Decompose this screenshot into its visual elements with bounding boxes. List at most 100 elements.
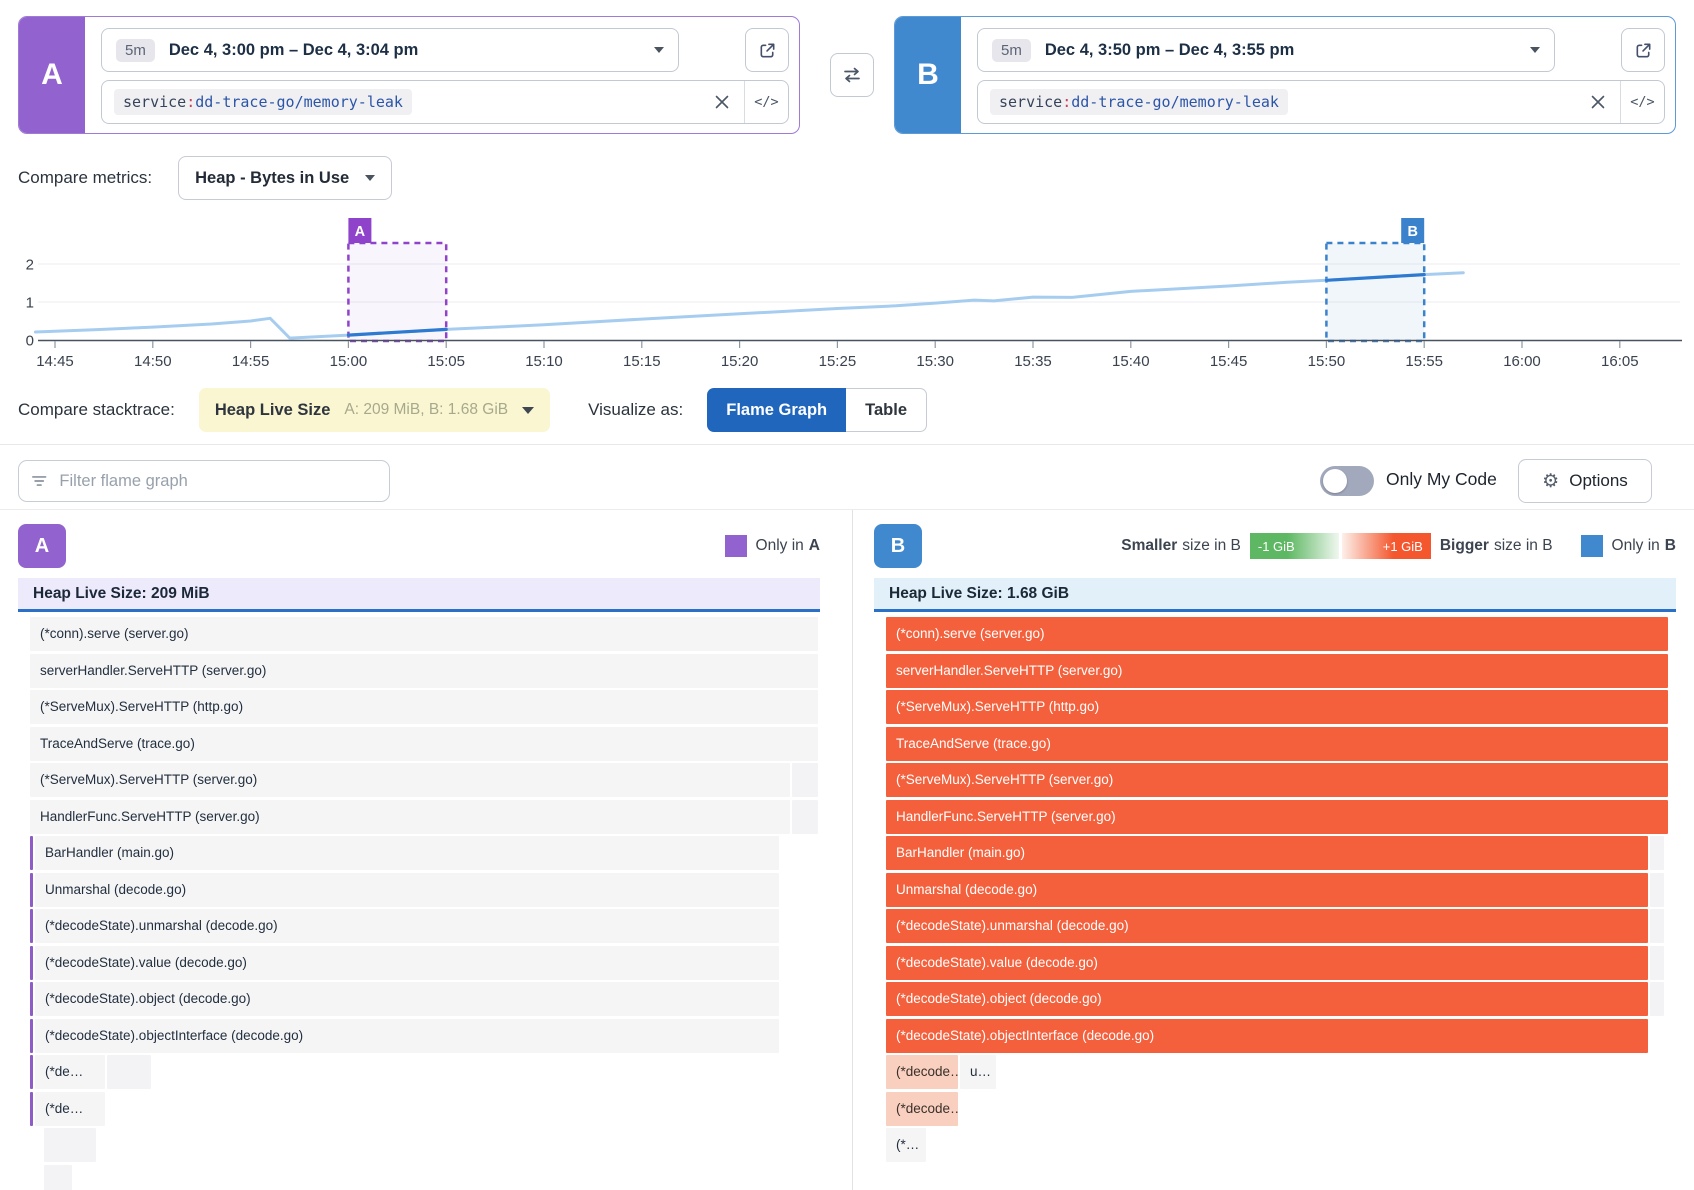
flame-frame[interactable] <box>792 763 818 797</box>
flame-b-badge: B <box>874 524 922 568</box>
flame-row: Unmarshal (decode.go) <box>30 873 820 907</box>
flame-frame[interactable]: (*ServeMux).ServeHTTP (server.go) <box>886 763 1668 797</box>
flame-frame[interactable] <box>30 873 33 907</box>
only-in-b-text: Only in <box>1612 537 1660 555</box>
flame-frame[interactable] <box>107 1055 151 1089</box>
x-tick-label: 15:20 <box>721 353 759 370</box>
selection-b-badge-label: B <box>1407 224 1417 240</box>
flame-frame[interactable]: (*decodeState).objectInterface (decode.g… <box>886 1019 1648 1053</box>
legend-smaller-bold: Smaller <box>1121 537 1177 555</box>
flame-row <box>30 1165 820 1190</box>
flame-frame[interactable]: (*conn).serve (server.go) <box>30 617 818 651</box>
query-value: dd-trace-go/memory-leak <box>195 93 403 111</box>
filter-flame-graph-input[interactable] <box>57 471 377 492</box>
open-in-new-button[interactable] <box>1621 28 1665 72</box>
flame-frame[interactable] <box>30 982 33 1016</box>
flame-frame[interactable]: (*decodeState).unmarshal (decode.go) <box>886 909 1648 943</box>
code-view-icon[interactable]: </> <box>1621 94 1664 110</box>
flame-frame[interactable]: (*ServeMux).ServeHTTP (server.go) <box>30 763 790 797</box>
divider <box>0 444 1694 445</box>
table-tab[interactable]: Table <box>846 388 927 432</box>
flame-frame[interactable]: BarHandler (main.go) <box>886 836 1648 870</box>
flame-frame[interactable]: HandlerFunc.ServeHTTP (server.go) <box>886 800 1668 834</box>
metric-select[interactable]: Heap - Bytes in Use <box>178 156 392 200</box>
flame-row: (*de… <box>30 1092 820 1126</box>
flame-frame[interactable] <box>1650 946 1664 980</box>
x-tick-label: 15:50 <box>1308 353 1346 370</box>
flame-row: (*decodeState).objectInterface (decode.g… <box>30 1019 820 1053</box>
flame-frame[interactable]: (*decodeState).unmarshal (decode.go) <box>35 909 779 943</box>
flame-frame[interactable]: Unmarshal (decode.go) <box>886 873 1648 907</box>
flame-frame[interactable] <box>30 1092 33 1126</box>
filter-flame-graph-field[interactable] <box>18 460 390 502</box>
x-tick-label: 15:05 <box>427 353 465 370</box>
flame-frame[interactable]: (*… <box>886 1128 926 1162</box>
flame-frame[interactable] <box>44 1128 96 1162</box>
flame-frame[interactable] <box>30 909 33 943</box>
flame-frame[interactable]: (*decodeState).value (decode.go) <box>886 946 1648 980</box>
flame-frame[interactable]: (*decodeState).value (decode.go) <box>35 946 779 980</box>
flame-frame[interactable] <box>1650 836 1664 870</box>
x-tick-label: 15:30 <box>916 353 954 370</box>
stacktrace-metric-select[interactable]: Heap Live Size A: 209 MiB, B: 1.68 GiB <box>199 388 550 432</box>
query-value: dd-trace-go/memory-leak <box>1071 93 1279 111</box>
flame-frame[interactable]: Unmarshal (decode.go) <box>35 873 779 907</box>
chevron-down-icon <box>654 47 664 53</box>
flame-frame[interactable] <box>1650 909 1664 943</box>
flame-frame[interactable] <box>30 946 33 980</box>
flame-frame[interactable]: u… <box>960 1055 996 1089</box>
flame-frame[interactable]: (*ServeMux).ServeHTTP (http.go) <box>30 690 818 724</box>
flame-frame[interactable]: TraceAndServe (trace.go) <box>886 727 1668 761</box>
panel-b-timerange-select[interactable]: 5m Dec 4, 3:50 pm – Dec 4, 3:55 pm <box>977 28 1555 72</box>
flame-row: serverHandler.ServeHTTP (server.go) <box>30 654 820 688</box>
flame-graph-tab[interactable]: Flame Graph <box>707 388 846 432</box>
x-tick-label: 14:55 <box>232 353 270 370</box>
flame-frame[interactable]: TraceAndServe (trace.go) <box>30 727 818 761</box>
flame-a-root-frame[interactable]: Heap Live Size: 209 MiB <box>18 578 820 612</box>
flame-frame[interactable] <box>792 800 818 834</box>
panel-a-badge: A <box>19 17 85 133</box>
open-in-new-button[interactable] <box>745 28 789 72</box>
selection-a-box[interactable] <box>348 243 446 341</box>
scope-panel-b: B 5m Dec 4, 3:50 pm – Dec 4, 3:55 pm ser… <box>894 16 1676 134</box>
flame-frame[interactable]: (*decode… <box>886 1092 958 1126</box>
flame-frame[interactable]: (*ServeMux).ServeHTTP (http.go) <box>886 690 1668 724</box>
panel-a-query-input[interactable]: service:dd-trace-go/memory-leak </> <box>101 80 789 124</box>
flame-row: (*decodeState).object (decode.go) <box>30 982 820 1016</box>
swap-ab-button[interactable] <box>830 53 874 97</box>
flame-row: (*decodeState).unmarshal (decode.go) <box>30 909 820 943</box>
clear-query-icon[interactable] <box>1576 94 1620 110</box>
flame-frame[interactable]: (*decodeState).objectInterface (decode.g… <box>35 1019 779 1053</box>
flame-frame[interactable] <box>30 1019 33 1053</box>
code-view-icon[interactable]: </> <box>745 94 788 110</box>
flame-frame[interactable] <box>1650 873 1664 907</box>
clear-query-icon[interactable] <box>700 94 744 110</box>
flame-frame[interactable]: HandlerFunc.ServeHTTP (server.go) <box>30 800 790 834</box>
flame-row: HandlerFunc.ServeHTTP (server.go) <box>30 800 820 834</box>
selection-b-box[interactable] <box>1326 243 1424 341</box>
query-colon: : <box>186 93 195 111</box>
legend-bigger-bold: Bigger <box>1440 537 1489 555</box>
flame-frame[interactable]: serverHandler.ServeHTTP (server.go) <box>886 654 1668 688</box>
flame-frame[interactable]: (*decode… <box>886 1055 958 1089</box>
flame-frame[interactable]: serverHandler.ServeHTTP (server.go) <box>30 654 818 688</box>
panel-a-timerange-select[interactable]: 5m Dec 4, 3:00 pm – Dec 4, 3:04 pm <box>101 28 679 72</box>
flame-frame[interactable]: (*conn).serve (server.go) <box>886 617 1668 651</box>
flame-frame[interactable]: (*de… <box>35 1055 105 1089</box>
flame-frame[interactable] <box>30 1055 33 1089</box>
metric-comparison-chart[interactable]: 012AB14:4514:5014:5515:0015:0515:1015:15… <box>0 208 1694 382</box>
only-my-code-toggle[interactable] <box>1320 466 1374 496</box>
flame-frame[interactable]: BarHandler (main.go) <box>35 836 779 870</box>
flame-b-root-frame[interactable]: Heap Live Size: 1.68 GiB <box>874 578 1676 612</box>
flame-frame[interactable]: (*decodeState).object (decode.go) <box>886 982 1648 1016</box>
scope-panel-a: A 5m Dec 4, 3:00 pm – Dec 4, 3:04 pm ser… <box>18 16 800 134</box>
flame-frame[interactable]: (*decodeState).object (decode.go) <box>35 982 779 1016</box>
flame-frame[interactable] <box>30 836 33 870</box>
query-key: service <box>999 93 1062 111</box>
panel-b-query-input[interactable]: service:dd-trace-go/memory-leak </> <box>977 80 1665 124</box>
options-button[interactable]: ⚙ Options <box>1518 459 1652 503</box>
flame-frame[interactable]: (*de… <box>35 1092 105 1126</box>
flame-frame[interactable] <box>1650 982 1664 1016</box>
gear-icon: ⚙ <box>1542 472 1559 491</box>
flame-frame[interactable] <box>44 1165 72 1190</box>
